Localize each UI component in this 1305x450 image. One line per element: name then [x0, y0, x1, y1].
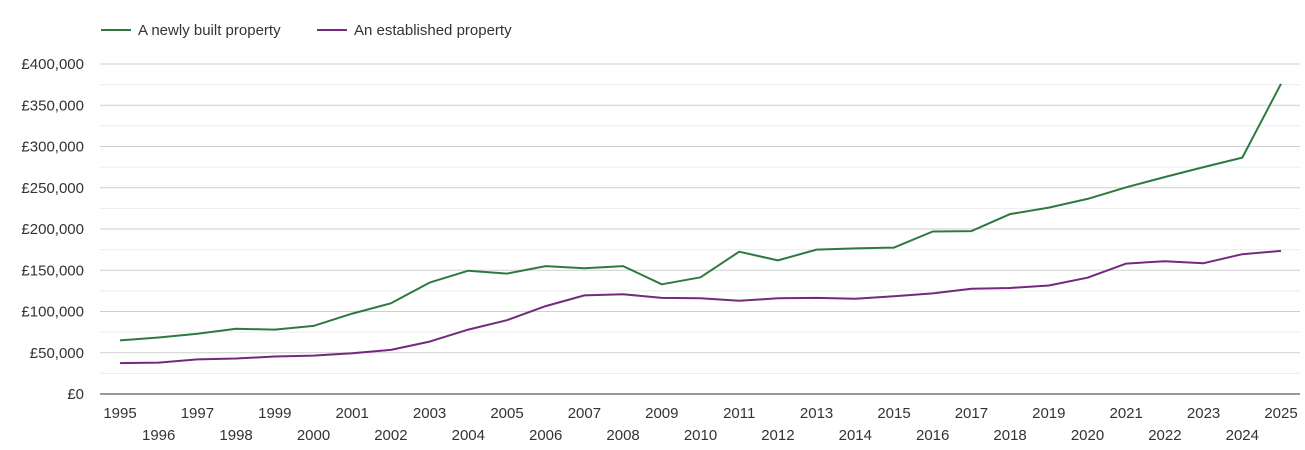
x-tick-label: 2000 — [297, 427, 330, 444]
legend-item-established[interactable]: An established property — [317, 22, 512, 39]
x-tick-label: 2002 — [374, 427, 407, 444]
y-tick-label: £250,000 — [21, 180, 84, 197]
x-tick-label: 2001 — [336, 405, 369, 422]
x-tick-label: 1995 — [103, 405, 136, 422]
x-tick-label: 2022 — [1148, 427, 1181, 444]
x-tick-label: 2012 — [761, 427, 794, 444]
x-tick-label: 2020 — [1071, 427, 1104, 444]
x-axis: 1995 1996 1997 1998 1999 2000 2001 2002 2003 2004… — [103, 405, 1297, 444]
x-tick-label: 2025 — [1264, 405, 1297, 422]
y-tick-label: £150,000 — [21, 262, 84, 279]
y-axis: £0 £50,000 £100,000 £150,000 £200,000 £250,00… — [21, 56, 84, 403]
x-tick-label: 2003 — [413, 405, 446, 422]
x-tick-label: 2009 — [645, 405, 678, 422]
x-tick-label: 2005 — [490, 405, 523, 422]
y-tick-label: £0 — [67, 386, 84, 403]
x-tick-label: 2015 — [877, 405, 910, 422]
x-tick-label: 2004 — [452, 427, 485, 444]
x-tick-label: 2016 — [916, 427, 949, 444]
x-tick-label: 2014 — [839, 427, 872, 444]
y-tick-label: £100,000 — [21, 304, 84, 321]
x-tick-label: 2018 — [993, 427, 1026, 444]
x-tick-label: 2021 — [1110, 405, 1143, 422]
x-tick-label: 2007 — [568, 405, 601, 422]
y-tick-label: £400,000 — [21, 56, 84, 73]
legend-label-newly-built: A newly built property — [138, 22, 281, 39]
gridlines — [100, 63, 1300, 395]
series-line-newly-built — [119, 83, 1282, 342]
legend: A newly built property An established pr… — [101, 22, 512, 39]
x-tick-label: 1998 — [219, 427, 252, 444]
x-tick-label: 2017 — [955, 405, 988, 422]
legend-item-newly-built[interactable]: A newly built property — [101, 22, 281, 39]
y-tick-label: £350,000 — [21, 97, 84, 114]
y-tick-label: £200,000 — [21, 221, 84, 238]
x-tick-label: 2024 — [1226, 427, 1259, 444]
x-tick-label: 2008 — [606, 427, 639, 444]
x-tick-label: 2019 — [1032, 405, 1065, 422]
series-line-established — [119, 249, 1282, 365]
x-tick-label: 2010 — [684, 427, 717, 444]
legend-label-established: An established property — [354, 22, 512, 39]
x-tick-label: 1996 — [142, 427, 175, 444]
x-tick-label: 2013 — [800, 405, 833, 422]
x-tick-label: 2006 — [529, 427, 562, 444]
x-tick-label: 1997 — [181, 405, 214, 422]
series-lines — [119, 83, 1282, 365]
x-tick-label: 2011 — [723, 405, 755, 422]
x-tick-label: 1999 — [258, 405, 291, 422]
y-tick-label: £50,000 — [30, 345, 84, 362]
y-tick-label: £300,000 — [21, 139, 84, 156]
x-tick-label: 2023 — [1187, 405, 1220, 422]
